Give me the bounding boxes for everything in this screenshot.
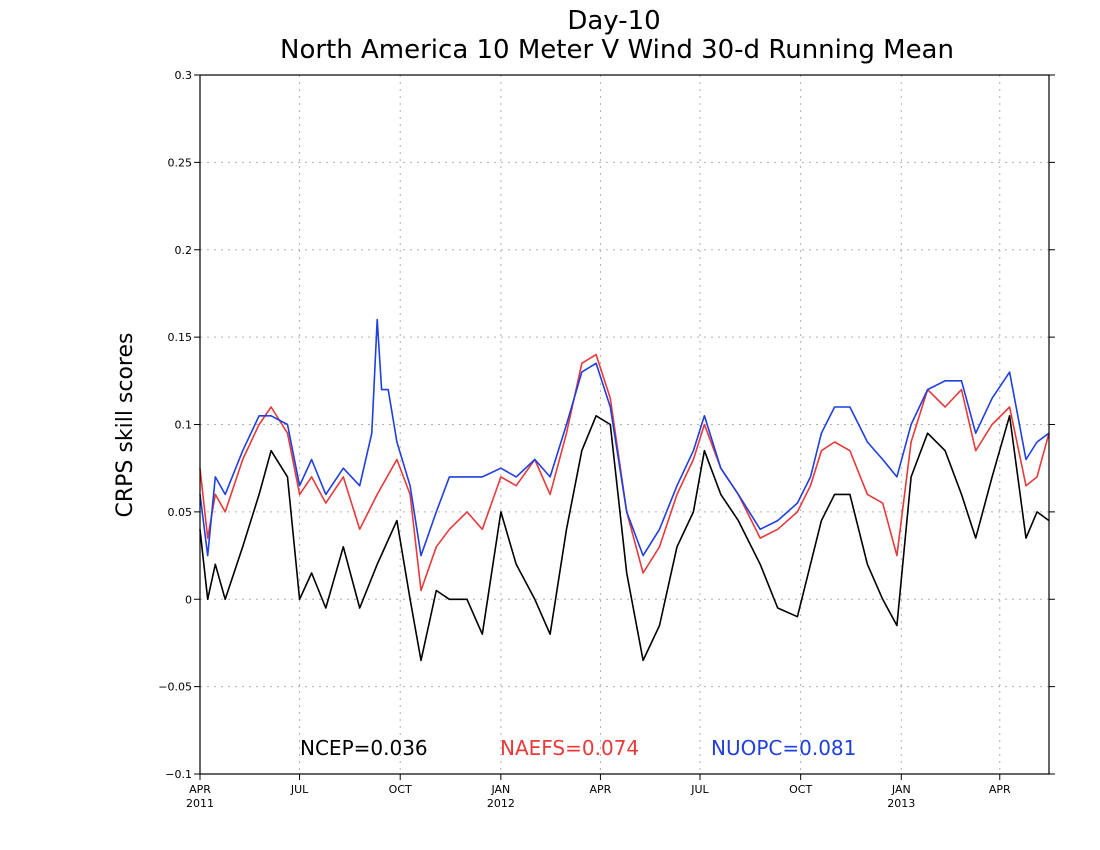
y-axis-ticks: −0.1 −0.05 0 0.05 0.1 0.15 0.2 0.25 0.3 [158,69,1055,781]
x-tick-label: JUL [690,783,709,796]
x-tick-label: JUL [290,783,309,796]
gridlines [200,75,1049,774]
x-tick-label: APR [189,783,211,796]
x-tick-label: APR [989,783,1011,796]
x-tick-year: 2011 [186,797,214,810]
legend-naefs: NAEFS=0.074 [500,736,639,760]
x-tick-label: APR [590,783,612,796]
y-tick-label: 0 [185,593,192,606]
y-tick-label: 0.15 [168,331,193,344]
x-tick-label: OCT [389,783,412,796]
y-tick-label: 0.3 [175,69,193,82]
y-axis-label: CRPS skill scores [113,333,138,518]
legend-nuopc: NUOPC=0.081 [711,736,856,760]
y-tick-label: 0.25 [168,156,193,169]
series-lines [199,318,1050,662]
y-tick-label: 0.05 [168,506,193,519]
y-tick-label: 0.2 [175,244,193,257]
legend: NCEP=0.036 NAEFS=0.074 NUOPC=0.081 [300,736,856,760]
series-line-naefs [199,353,1050,592]
chart-titles: Day-10 North America 10 Meter V Wind 30-… [280,6,954,65]
y-tick-label: −0.05 [158,681,192,694]
x-tick-year: 2013 [887,797,915,810]
legend-ncep: NCEP=0.036 [300,736,428,760]
x-tick-year: 2012 [487,797,515,810]
series-line-ncep [199,414,1050,662]
y-tick-label: −0.1 [165,768,192,781]
x-tick-label: JAN [891,783,911,796]
series-line-nuopc [199,318,1050,557]
chart-subtitle: North America 10 Meter V Wind 30-d Runni… [280,35,954,65]
x-tick-label: JAN [490,783,510,796]
y-tick-label: 0.1 [175,419,193,432]
x-tick-label: OCT [789,783,812,796]
chart-title: Day-10 [567,6,660,36]
